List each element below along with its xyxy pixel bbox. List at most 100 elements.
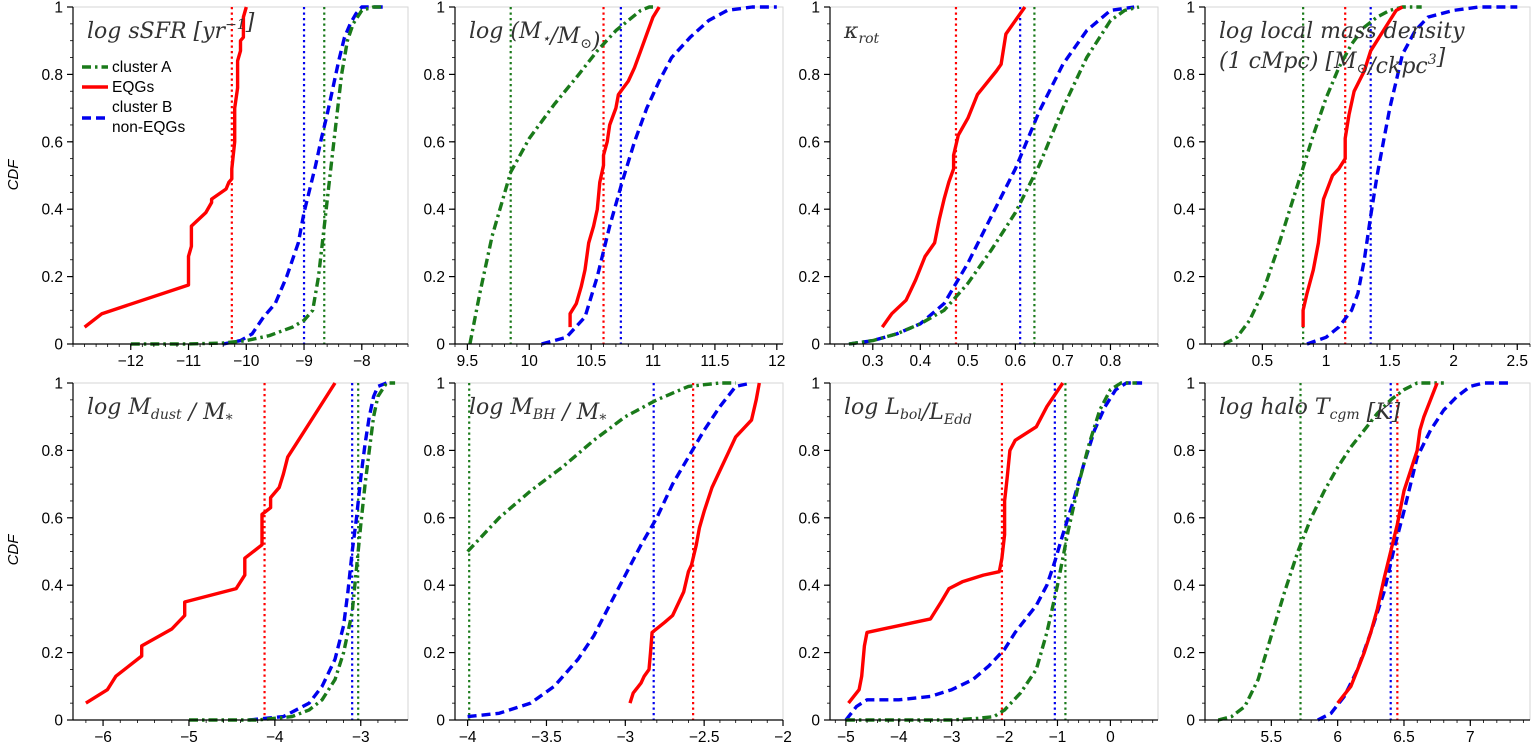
x-tick-label: 0.5 <box>957 353 979 370</box>
series-line-cluster-a <box>130 5 385 346</box>
x-tick-label: 0.4 <box>910 353 932 370</box>
legend-label: EQGs <box>112 79 154 96</box>
y-tick-label: 0.2 <box>41 269 63 286</box>
y-tick-label: 0.8 <box>41 443 63 460</box>
y-tick-label: 0.4 <box>798 578 820 595</box>
frame-spine <box>73 6 409 344</box>
x-tick-label: −10 <box>233 353 260 370</box>
y-tick-label: 0.8 <box>1173 67 1195 84</box>
x-tick-label: 10 <box>521 353 539 370</box>
x-tick-label: −5 <box>837 729 855 746</box>
x-tick-label: 0.5 <box>1252 353 1274 370</box>
x-tick-label: 9.5 <box>457 353 479 370</box>
series-line-cluster-b <box>541 5 777 346</box>
panel-title: log Mdust / M* <box>87 395 233 428</box>
x-tick-label: 6.5 <box>1393 729 1415 746</box>
x-tick-label: −3 <box>352 729 370 746</box>
frame-spine <box>1205 6 1531 344</box>
y-tick-label: 1 <box>1186 376 1195 393</box>
y-tick-label: 0.6 <box>798 510 820 527</box>
series-line-cluster-b <box>844 381 1143 722</box>
y-tick-label: 0.2 <box>1173 645 1195 662</box>
x-tick-label: −3 <box>943 729 961 746</box>
y-tick-label: 0.6 <box>798 134 820 151</box>
y-tick-label: 0.6 <box>41 510 63 527</box>
x-tick-label: 2.5 <box>1506 353 1528 370</box>
chart-panel-3: 0 0.2 0.4 0.6 0.8 1 0.3 0.4 0.5 0.6 0.7 0.8 κrot <box>798 0 1159 370</box>
x-tick-label: 5.5 <box>1261 729 1283 746</box>
y-tick-label: 1 <box>1186 0 1195 17</box>
series-line-cluster-a <box>1223 5 1422 346</box>
y-tick-label: 0.8 <box>798 443 820 460</box>
series-line-cluster-a <box>845 381 1137 722</box>
series-line-eqgs <box>83 6 248 329</box>
panel-title: log halo Tcgm [K] <box>1219 395 1401 425</box>
y-tick-label: 0.6 <box>1173 510 1195 527</box>
y-tick-label: 0.4 <box>423 578 445 595</box>
series-line-cluster-b <box>248 381 388 722</box>
chart-panel-1: 0 0.2 0.4 0.6 0.8 1 −12 −11 −10 −9 −8 log sSFR [yr−… <box>41 0 409 370</box>
series-line-cluster-b <box>1306 5 1518 346</box>
series-line-eqgs <box>880 6 1027 329</box>
y-axis-label-bottom: CDF <box>5 534 22 566</box>
y-tick-label: 0.8 <box>1173 443 1195 460</box>
frame-spine <box>830 6 1159 344</box>
y-tick-label: 1 <box>54 0 63 17</box>
y-tick-label: 0.6 <box>1173 134 1195 151</box>
series-line-eqgs <box>85 382 337 705</box>
series-line-eqgs <box>847 382 1065 705</box>
x-tick-label: −2.5 <box>689 729 720 746</box>
x-tick-label: −11 <box>176 353 201 370</box>
x-tick-label: 11.5 <box>700 353 729 370</box>
y-tick-label: 1 <box>811 376 820 393</box>
y-tick-label: 0.6 <box>423 510 445 527</box>
y-tick-label: 0.8 <box>423 67 445 84</box>
x-tick-label: 2 <box>1449 353 1458 370</box>
y-tick-label: 1 <box>54 376 63 393</box>
legend-label: cluster A <box>112 59 172 76</box>
chart-panel-4: 0 0.2 0.4 0.6 0.8 1 0.5 1 1.5 2 2.5 log local mass … <box>1173 0 1531 370</box>
series-line-cluster-b <box>848 5 1135 346</box>
y-tick-label: 1 <box>811 0 820 17</box>
x-tick-label: −4 <box>890 729 908 746</box>
series-line-cluster-b <box>467 381 752 719</box>
panel-title: log sSFR [yr−1] <box>87 10 255 44</box>
series-line-cluster-a <box>848 5 1140 346</box>
legend-label: non-EQGs <box>112 119 185 136</box>
series-line-eqgs <box>1301 5 1404 328</box>
chart-panel-7: 0 0.2 0.4 0.6 0.8 1 −5 −4 −3 −2 −1 0 log Lbol/LEdd <box>798 376 1159 746</box>
y-tick-label: 0 <box>436 713 445 730</box>
x-tick-label: −2 <box>774 729 792 746</box>
y-tick-label: 0.2 <box>41 645 63 662</box>
y-tick-label: 0.4 <box>41 202 63 219</box>
x-tick-label: 0.7 <box>1052 353 1074 370</box>
x-tick-label: −6 <box>94 729 112 746</box>
y-tick-label: 0.6 <box>41 134 63 151</box>
series-line-cluster-a <box>189 381 396 722</box>
chart-panel-2: 0 0.2 0.4 0.6 0.8 1 9.5 10 10.5 11 11.5 12 log (M⋆/M… <box>423 0 785 370</box>
series-line-cluster-a <box>468 5 653 345</box>
panel-title: log MBH / M* <box>469 395 606 428</box>
y-tick-label: 0.2 <box>423 269 445 286</box>
x-tick-label: 12 <box>768 353 785 370</box>
y-tick-label: 0 <box>54 713 63 730</box>
x-tick-label: −2 <box>996 729 1014 746</box>
x-tick-label: −3.5 <box>531 729 562 746</box>
y-tick-label: 0.4 <box>798 202 820 219</box>
y-axis-label-top: CDF <box>5 159 22 191</box>
y-tick-label: 0.6 <box>423 134 445 151</box>
y-tick-label: 0.4 <box>423 202 445 219</box>
x-tick-label: −8 <box>353 353 371 370</box>
x-tick-label: −5 <box>180 729 198 746</box>
x-tick-label: 0.3 <box>862 353 884 370</box>
frame-spine <box>830 382 1159 720</box>
x-tick-label: 1.5 <box>1379 353 1401 370</box>
series-line-cluster-b <box>1317 381 1511 722</box>
chart-panel-8: 0 0.2 0.4 0.6 0.8 1 5.5 6 6.5 7 log halo Tcgm [K] <box>1173 376 1531 746</box>
frame-spine <box>1205 382 1531 720</box>
y-tick-label: 0.2 <box>1173 269 1195 286</box>
series-line-cluster-a <box>466 381 736 553</box>
x-tick-label: 11 <box>645 353 661 370</box>
legend-label: cluster B <box>112 99 172 116</box>
